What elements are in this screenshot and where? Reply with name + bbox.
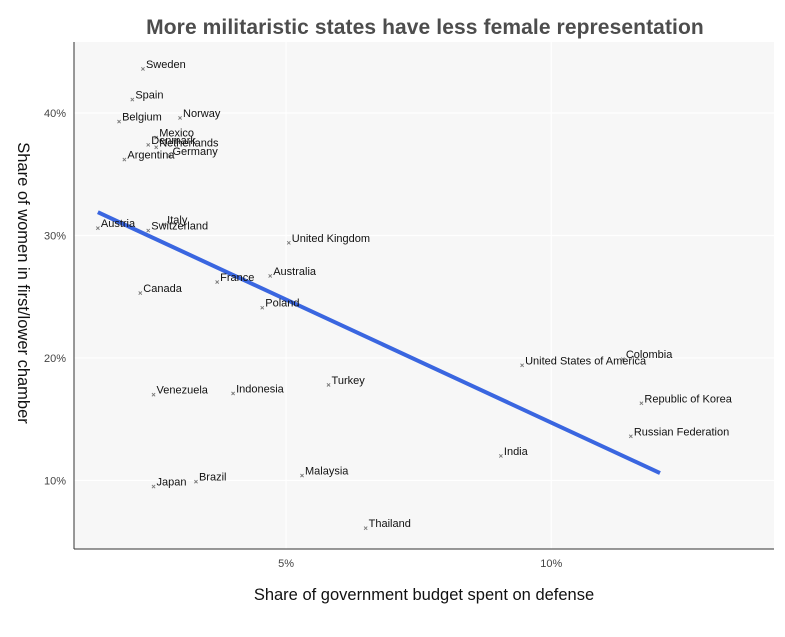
data-point [154, 145, 159, 150]
point-label: Republic of Korea [644, 393, 732, 405]
point-label: Denmark [151, 135, 196, 147]
data-point [215, 280, 220, 284]
x-axis-label: Share of government budget spent on defe… [253, 586, 595, 604]
plot-area [74, 42, 774, 549]
data-point [300, 473, 304, 478]
point-label: Spain [135, 90, 163, 102]
point-label: Venezuela [157, 385, 209, 397]
data-point [141, 67, 145, 71]
point-label: Argentina [127, 150, 175, 162]
point-label: Turkey [332, 375, 366, 387]
x-tick-label: 5% [278, 558, 294, 570]
point-label: Norway [183, 108, 221, 120]
data-point [95, 226, 100, 231]
data-point [151, 392, 156, 397]
point-label: Malaysia [305, 466, 349, 478]
chart-title: More militaristic states have less femal… [146, 16, 704, 39]
data-points [95, 67, 644, 531]
point-label: Germany [172, 146, 218, 158]
data-point [167, 153, 172, 158]
point-label: France [220, 272, 254, 284]
data-point [130, 97, 135, 102]
point-label: Mexico [159, 128, 194, 140]
data-point [231, 391, 236, 396]
data-point [151, 484, 156, 489]
point-label: Brazil [199, 472, 227, 484]
data-point [520, 363, 525, 368]
data-point [122, 157, 127, 162]
point-label: Austria [101, 218, 136, 230]
data-point [620, 357, 625, 362]
data-point [154, 135, 159, 140]
point-label: Switzerland [151, 221, 208, 233]
data-point [138, 291, 143, 295]
y-tick-label: 30% [44, 230, 66, 242]
trend-line-group [97, 210, 661, 475]
data-point [639, 401, 644, 406]
data-point [363, 526, 368, 531]
point-label: Russian Federation [634, 426, 729, 438]
y-tick-label: 20% [44, 353, 66, 365]
axes [73, 42, 774, 550]
data-point [162, 222, 167, 227]
point-label: Sweden [146, 59, 186, 71]
point-labels: Sweden Spain Norway Belgium MexicoDenmarkNet… [101, 59, 733, 530]
point-label: Japan [157, 477, 187, 489]
point-label: Australia [273, 266, 317, 278]
point-label: Indonesia [236, 383, 285, 395]
point-label: Canada [143, 283, 182, 295]
x-tick-label: 10% [540, 558, 562, 570]
data-point [268, 273, 273, 278]
point-label: Poland [265, 298, 299, 310]
data-point [146, 142, 151, 147]
point-label: Thailand [369, 518, 411, 530]
data-point [260, 305, 265, 310]
y-tick-label: 10% [44, 475, 66, 487]
point-label: United Kingdom [292, 233, 370, 245]
data-point [146, 228, 151, 233]
tick-labels: 5% 10% 10% 20% 30% 40% [44, 108, 563, 570]
data-point [194, 479, 198, 484]
point-label: United States of America [525, 355, 647, 367]
point-label: Belgium [122, 112, 162, 124]
point-label: India [504, 446, 529, 458]
point-label: Italy [167, 214, 188, 226]
data-point [498, 454, 503, 458]
data-point [628, 434, 633, 439]
data-point [178, 116, 182, 120]
point-label: Colombia [626, 349, 673, 361]
gridlines [74, 42, 774, 549]
y-tick-label: 40% [44, 108, 66, 120]
trend-line [97, 210, 661, 475]
data-point [326, 382, 331, 387]
data-point [117, 119, 121, 124]
point-label: Netherlands [159, 137, 219, 149]
data-point [286, 240, 291, 245]
